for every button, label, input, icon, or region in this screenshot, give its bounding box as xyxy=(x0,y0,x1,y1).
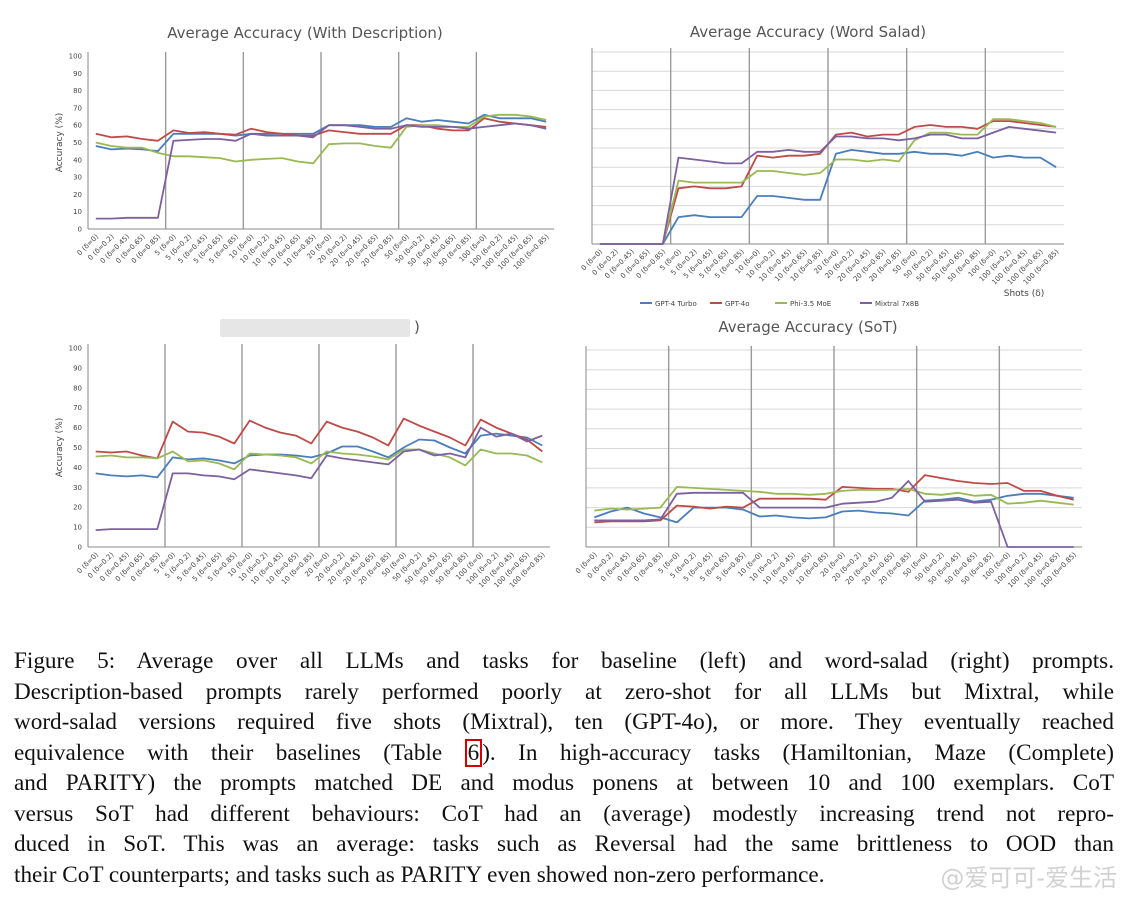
y-tick-label: 10 xyxy=(73,208,82,216)
chart-title-fragment: ) xyxy=(414,318,420,336)
y-tick-label: 80 xyxy=(73,87,82,95)
caption-text: ). In high-accuracy tasks (Hamiltonian, … xyxy=(482,739,1114,766)
caption-text: equivalence with their baselines (Table xyxy=(14,739,465,766)
y-tick-label: 60 xyxy=(73,122,82,130)
caption-line: versus SoT had different behaviours: CoT… xyxy=(14,800,1114,827)
y-tick-label: 100 xyxy=(69,345,82,353)
chart-title: Average Accuracy (Word Salad) xyxy=(690,23,926,41)
series-line xyxy=(95,417,543,460)
series-line xyxy=(594,485,1074,512)
x-axis-label: Shots (δ) xyxy=(1004,289,1045,299)
series-line xyxy=(599,118,1057,245)
y-tick-label: 10 xyxy=(73,524,82,532)
series-line xyxy=(95,122,547,220)
y-tick-label: 0 xyxy=(78,226,82,234)
blurred-title-block xyxy=(220,319,410,337)
y-tick-label: 70 xyxy=(73,404,82,412)
y-tick-label: 100 xyxy=(69,53,82,61)
caption-line: duced in SoT. This was an average: tasks… xyxy=(14,831,1114,857)
watermark: @爱可可-爱生活 xyxy=(940,864,1117,892)
y-tick-label: 50 xyxy=(73,444,82,452)
series-line xyxy=(599,148,1057,245)
series-line xyxy=(95,426,543,531)
series-line xyxy=(95,448,543,471)
y-tick-label: 80 xyxy=(73,384,82,392)
series-line xyxy=(593,492,1074,524)
y-tick-label: 40 xyxy=(73,464,82,472)
y-tick-label: 40 xyxy=(73,156,82,164)
y-tick-label: 0 xyxy=(78,544,82,552)
y-tick-label: 30 xyxy=(73,484,82,492)
y-axis-label: Accuracy (%) xyxy=(55,113,65,173)
table-reference-link[interactable]: 6 xyxy=(464,738,483,767)
y-tick-label: 20 xyxy=(73,191,82,199)
series-line xyxy=(594,480,1074,548)
legend-entry: GPT-4 Turbo xyxy=(655,300,697,308)
chart-baseline-cot: ) 0 10 20 30 40 50 60 70 80 90 100 Accuracy (%) 0 (δ=… xyxy=(40,314,570,620)
chart-title: Average Accuracy (With Description) xyxy=(167,24,443,42)
legend-entry: Mixtral 7x8B xyxy=(875,300,919,308)
y-tick-label: 30 xyxy=(73,174,82,182)
legend-entry: GPT-4o xyxy=(725,300,750,308)
caption-line: word-salad versions required five shots … xyxy=(14,709,1114,735)
caption-line: their CoT counterparts; and tasks such a… xyxy=(14,861,825,888)
chart-title: Average Accuracy (SoT) xyxy=(718,318,897,336)
caption-line: equivalence with their baselines (Table … xyxy=(14,738,1114,769)
series-line xyxy=(599,126,1057,245)
chart-with-description: Average Accuracy (With Description) 0 10 20… xyxy=(40,14,570,302)
series-line xyxy=(95,113,547,153)
y-tick-label: 90 xyxy=(73,364,82,372)
caption-line: and PARITY) the prompts matched DE and m… xyxy=(14,770,1114,796)
caption-line: Description-based prompts rarely perform… xyxy=(14,678,1114,705)
y-tick-label: 70 xyxy=(73,104,82,112)
legend-entry: Phi-3.5 MoE xyxy=(790,300,831,308)
y-tick-label: 20 xyxy=(73,504,82,512)
caption-line: Figure 5: Average over all LLMs and task… xyxy=(14,648,1114,674)
y-tick-label: 50 xyxy=(73,139,82,147)
chart-sot: Average Accuracy (SoT) 0 (δ=0) 0 (δ=0.2) 0 … xyxy=(570,314,1087,620)
figure-caption: Figure 5: Average over all LLMs and task… xyxy=(14,646,1114,890)
series-line xyxy=(594,474,1074,524)
chart-word-salad: Average Accuracy (Word Salad) 0 (δ=0) 0 (δ… xyxy=(570,14,1072,314)
y-tick-label: 90 xyxy=(73,70,82,78)
y-tick-label: 60 xyxy=(73,424,82,432)
y-axis-label: Accuracy (%) xyxy=(55,418,65,478)
